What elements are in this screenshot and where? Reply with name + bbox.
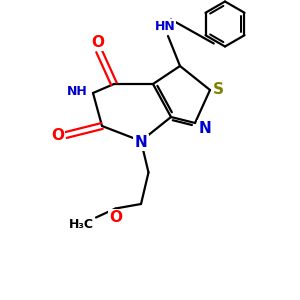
Text: HN: HN bbox=[154, 20, 176, 34]
Text: O: O bbox=[91, 35, 104, 50]
Text: O: O bbox=[51, 128, 64, 142]
Text: O: O bbox=[109, 210, 122, 225]
Text: S: S bbox=[213, 82, 224, 98]
Text: H₃C: H₃C bbox=[68, 218, 94, 232]
Text: N: N bbox=[135, 135, 147, 150]
Text: NH: NH bbox=[67, 85, 88, 98]
Text: N: N bbox=[198, 121, 211, 136]
